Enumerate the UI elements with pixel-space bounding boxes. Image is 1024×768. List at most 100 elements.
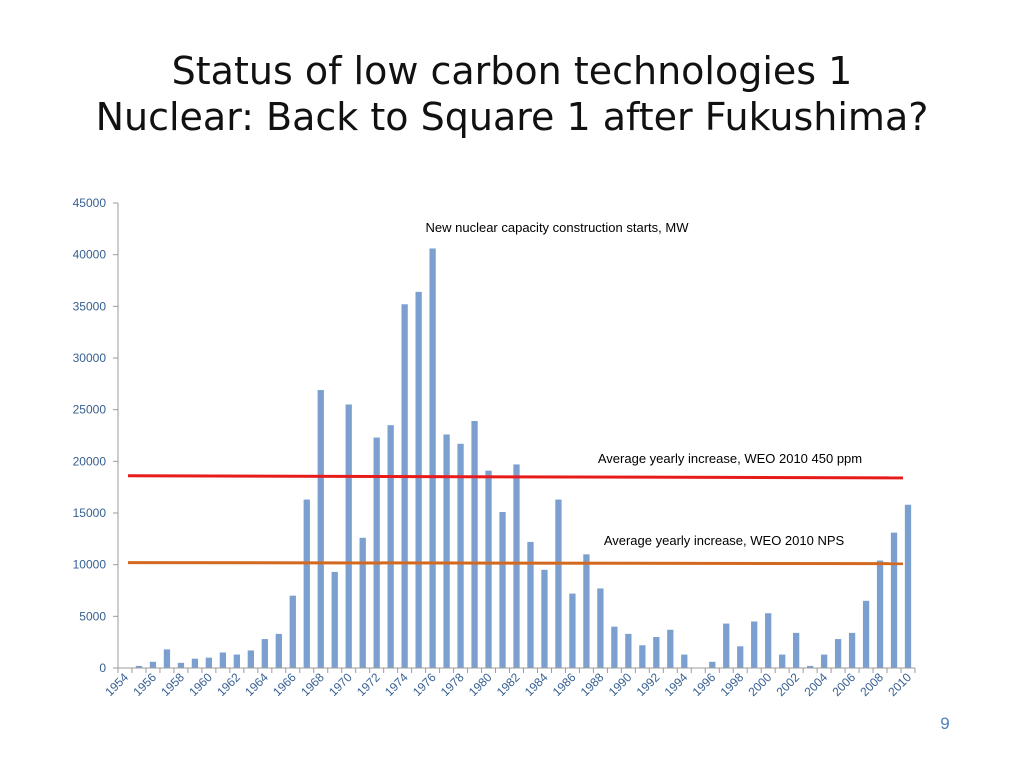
y-tick-label: 30000 (73, 351, 107, 365)
bar-2004 (820, 654, 828, 668)
bar-1977 (443, 434, 450, 668)
bar-1957 (163, 649, 171, 668)
y-tick-label: 10000 (73, 558, 107, 572)
x-tick-label: 2000 (746, 670, 775, 699)
x-tick-label: 2006 (829, 670, 858, 699)
bar-1988 (597, 588, 604, 668)
bar-2001 (779, 654, 786, 668)
bar-1991 (639, 645, 646, 668)
x-tick-label: 2008 (857, 670, 886, 699)
x-tick-label: 1958 (158, 670, 187, 699)
x-tick-label: 1990 (606, 670, 635, 699)
bar-1978 (457, 443, 464, 668)
y-tick-label: 45000 (73, 196, 107, 210)
bar-1967 (303, 499, 310, 668)
bar-1956 (149, 661, 157, 668)
x-tick-label: 1970 (326, 670, 355, 699)
x-tick-label: 1976 (410, 670, 439, 699)
bar-1992 (653, 637, 660, 668)
x-tick-label: 1974 (382, 670, 411, 699)
x-tick-label: 1960 (186, 670, 215, 699)
bar-1984 (541, 569, 548, 668)
bar-1974 (401, 304, 408, 668)
x-tick-label: 2004 (801, 670, 830, 699)
y-tick-label: 15000 (73, 506, 107, 520)
bar-1996 (709, 661, 716, 668)
y-tick-label: 20000 (73, 454, 107, 468)
x-tick-label: 1962 (214, 670, 243, 699)
x-tick-label: 1954 (102, 670, 131, 699)
bar-2003 (806, 665, 814, 668)
x-tick-label: 1986 (550, 670, 579, 699)
bar-2008 (876, 560, 884, 668)
bar-1969 (331, 571, 338, 668)
bar-2006 (848, 632, 856, 668)
slide-title-line-1: Status of low carbon technologies 1 (171, 49, 853, 93)
bar-1971 (359, 537, 366, 668)
x-tick-label: 1980 (466, 670, 495, 699)
bar-1983 (527, 541, 534, 668)
x-tick-label: 1972 (354, 670, 383, 699)
bar-2002 (793, 632, 800, 668)
bar-1998 (737, 646, 744, 668)
bar-2009 (890, 532, 898, 668)
x-tick-label: 1966 (270, 670, 299, 699)
bar-1964 (261, 639, 268, 668)
bar-1966 (289, 595, 296, 668)
x-tick-label: 1968 (298, 670, 327, 699)
bar-1982 (513, 464, 520, 668)
x-tick-label: 2002 (773, 670, 802, 699)
bar-1993 (667, 629, 674, 668)
bar-1979 (471, 421, 478, 668)
bar-1981 (499, 511, 506, 668)
x-tick-label: 1996 (690, 670, 719, 699)
bar-1994 (681, 654, 688, 668)
reference-line-label-nps: Average yearly increase, WEO 2010 NPS (604, 533, 845, 548)
bar-1999 (751, 621, 758, 668)
y-tick-label: 25000 (73, 403, 107, 417)
chart-title: New nuclear capacity construction starts… (426, 220, 690, 235)
x-tick-label: 1978 (438, 670, 467, 699)
bar-1975 (415, 291, 422, 668)
bar-1970 (345, 404, 352, 668)
bar-2005 (834, 639, 842, 668)
bar-1985 (555, 499, 562, 668)
bar-1972 (373, 437, 380, 668)
bar-1955 (135, 665, 143, 668)
bar-1961 (219, 652, 227, 668)
y-tick-label: 5000 (79, 609, 106, 623)
bar-1976 (429, 248, 436, 668)
reference-lines (127, 474, 904, 566)
y-tick-label: 35000 (73, 299, 107, 313)
bar-1958 (177, 662, 185, 668)
bar-2010 (904, 504, 912, 668)
bar-1965 (275, 633, 282, 668)
bar-2007 (862, 600, 870, 668)
bar-2000 (765, 613, 772, 668)
x-tick-label: 1994 (662, 670, 691, 699)
x-tick-label: 1988 (578, 670, 607, 699)
bar-1963 (247, 650, 254, 668)
bar-1973 (387, 425, 394, 668)
x-tick-label: 2010 (885, 670, 914, 699)
bar-1960 (205, 657, 213, 668)
bar-1968 (317, 390, 324, 668)
bar-1959 (191, 658, 199, 668)
page-number: 9 (940, 714, 950, 733)
y-axis: 0 5000 10000 15000 20000 25000 30000 35000 40000… (73, 196, 119, 675)
y-tick-label: 40000 (73, 248, 107, 262)
bar-1989 (611, 626, 618, 668)
x-tick-label: 1998 (718, 670, 747, 699)
bar-1997 (723, 623, 730, 668)
y-tick-label: 0 (99, 661, 106, 675)
bar-1980 (485, 470, 492, 668)
reference-line-label-450ppm: Average yearly increase, WEO 2010 450 pp… (598, 451, 862, 466)
slide-title: Status of low carbon technologies 1 Nucl… (0, 48, 1024, 140)
bar-1962 (233, 654, 240, 668)
x-tick-label: 1984 (522, 670, 551, 699)
x-tick-label: 1982 (494, 670, 523, 699)
bars (135, 248, 912, 668)
x-axis: 1954 1956 1958 1960 1962 1964 1966 1968 1970 1972… (102, 667, 916, 699)
reference-line-450ppm (127, 474, 904, 480)
